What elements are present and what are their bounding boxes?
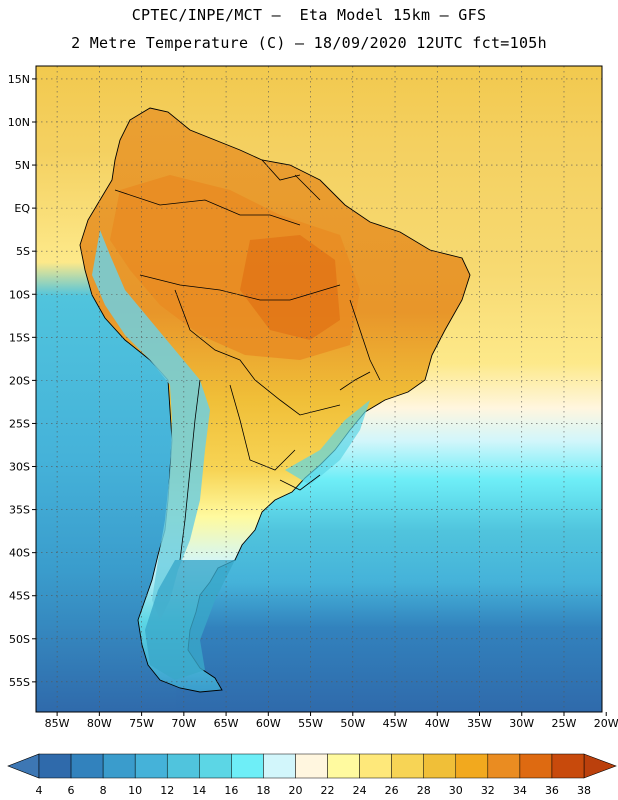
colorbar-swatch xyxy=(70,753,104,779)
colorbar-swatch xyxy=(231,753,264,779)
colorbar-label: 22 xyxy=(321,784,335,797)
colorbar-label: 14 xyxy=(192,784,206,797)
colorbar-label: 38 xyxy=(577,784,591,797)
lat-tick-label: 40S xyxy=(9,547,30,560)
map-subtitle: 2 Metre Temperature (C) – 18/09/2020 12U… xyxy=(71,34,547,52)
andes-cool-zone xyxy=(92,230,210,620)
lon-tick-label: 25W xyxy=(552,717,577,730)
lon-tick-label: 35W xyxy=(467,717,492,730)
lon-tick-label: 50W xyxy=(340,717,365,730)
map-title: CPTEC/INPE/MCT – Eta Model 15km – GFS xyxy=(131,6,487,24)
lon-tick-label: 60W xyxy=(256,717,281,730)
colorbar-min-arrow xyxy=(7,753,40,779)
colorbar-label: 16 xyxy=(224,784,238,797)
colorbar-label: 18 xyxy=(256,784,270,797)
colorbar-label: 10 xyxy=(128,784,142,797)
colorbar-swatch xyxy=(423,753,457,779)
lat-tick-label: 20S xyxy=(9,374,30,387)
lon-tick-label: 85W xyxy=(45,717,70,730)
lon-tick-label: 20W xyxy=(594,717,618,730)
south-coast-cool-zone xyxy=(285,400,370,485)
central-brazil-hot-zone xyxy=(240,235,340,340)
colorbar-label: 26 xyxy=(385,784,399,797)
colorbar-swatch xyxy=(38,753,72,779)
colorbar-max-arrow xyxy=(583,753,617,779)
lat-tick-label: 35S xyxy=(9,504,30,517)
lon-tick-label: 70W xyxy=(171,717,196,730)
map-frame xyxy=(35,65,603,713)
country-borders xyxy=(114,159,381,561)
colorbar-swatch xyxy=(134,753,168,779)
lon-tick-label: 55W xyxy=(298,717,323,730)
colorbar-swatch xyxy=(391,753,424,779)
colorbar-swatch xyxy=(199,753,232,779)
map-canvas xyxy=(36,66,602,712)
colorbar-label: 4 xyxy=(36,784,43,797)
colorbar-label: 32 xyxy=(481,784,495,797)
lat-tick-label: 50S xyxy=(9,633,30,646)
colorbar-swatch xyxy=(263,753,296,779)
lat-tick-label: 10S xyxy=(9,288,30,301)
lat-tick-label: 15S xyxy=(9,331,30,344)
latitude-axis: 15N 10N 5N EQ 5S 10S 15S 20S 25S 30S 35S 40S 45S 50S 5… xyxy=(8,73,36,689)
colorbar-swatch xyxy=(327,753,360,779)
lat-tick-label: 55S xyxy=(9,676,30,689)
colorbar-label: 28 xyxy=(417,784,431,797)
colorbar-label: 36 xyxy=(545,784,559,797)
lat-tick-label: 25S xyxy=(9,417,30,430)
colorbar-swatch xyxy=(166,753,200,779)
lat-tick-label: 5N xyxy=(15,159,30,172)
colorbar-swatch xyxy=(551,753,585,779)
lon-tick-label: 45W xyxy=(383,717,408,730)
colorbar-label: 6 xyxy=(68,784,75,797)
lat-tick-label: 45S xyxy=(9,590,30,603)
colorbar-label: 30 xyxy=(449,784,463,797)
colorbar-swatch xyxy=(455,753,489,779)
colorbar-label: 34 xyxy=(513,784,527,797)
lat-tick-label: 5S xyxy=(16,245,30,258)
lat-tick-label: 30S xyxy=(9,461,30,474)
lat-tick-label: 10N xyxy=(8,116,30,129)
colorbar-label: 12 xyxy=(160,784,174,797)
patagonia-zone xyxy=(145,560,235,680)
lon-tick-label: 65W xyxy=(214,717,239,730)
lat-tick-label: EQ xyxy=(14,202,30,215)
colorbar-label: 8 xyxy=(100,784,107,797)
lat-tick-label: 15N xyxy=(8,73,30,86)
longitude-axis: 85W 80W 75W 70W 65W 60W 55W 50W 45W 40W 35W 30W 25W 2… xyxy=(45,712,618,730)
colorbar-label: 20 xyxy=(288,784,302,797)
temperature-colorbar: 4 6 8 10 12 14 16 18 20 22 24 26 28 30 32 34 36 38 xyxy=(7,753,617,797)
colorbar-swatch xyxy=(295,753,328,779)
lon-tick-label: 40W xyxy=(425,717,450,730)
lon-tick-label: 30W xyxy=(509,717,534,730)
lon-tick-label: 75W xyxy=(129,717,154,730)
colorbar-label: 24 xyxy=(353,784,367,797)
colorbar-swatch xyxy=(359,753,392,779)
lon-tick-label: 80W xyxy=(87,717,112,730)
colorbar-swatch xyxy=(487,753,521,779)
colorbar-swatch xyxy=(102,753,136,779)
colorbar-swatch xyxy=(519,753,553,779)
